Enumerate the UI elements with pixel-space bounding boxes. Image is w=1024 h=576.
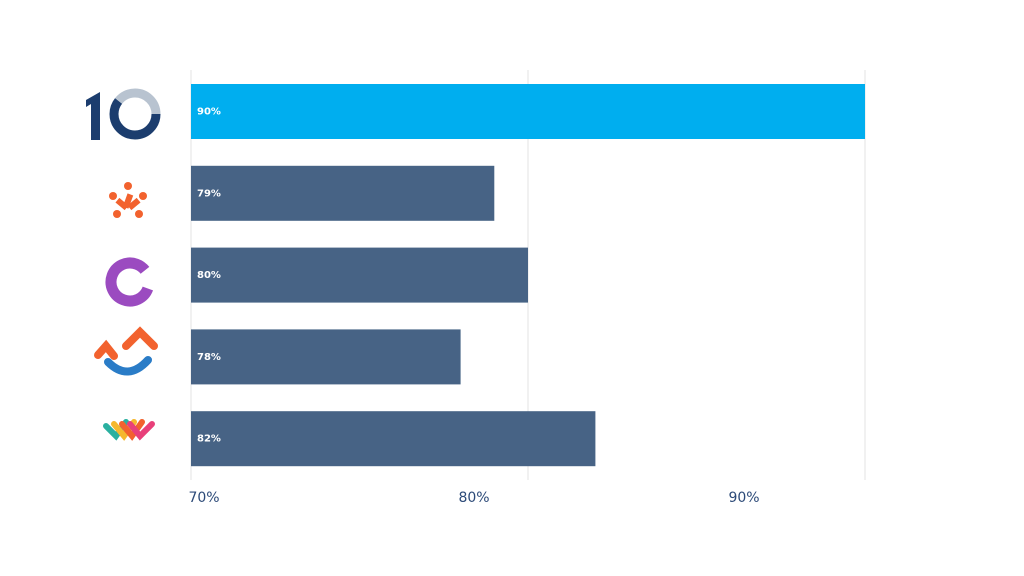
logo-4 [94,326,158,376]
value-label: 80% [197,270,221,281]
value-label: 78% [197,352,221,363]
value-label: 82% [197,434,221,445]
logo-2 [109,182,147,218]
x-tick-label: 90% [728,490,759,506]
logo-3 [105,257,155,307]
bar [191,165,495,221]
bar [191,84,865,139]
x-tick-label: 80% [458,490,489,506]
bar [191,329,461,385]
x-tick-label: 70% [188,490,219,506]
bar [191,411,596,467]
logos [86,88,161,441]
bar [191,247,528,303]
value-label: 79% [197,188,221,199]
logo-5 [103,419,155,441]
value-label: 90% [197,107,221,118]
logo-1 [86,88,161,140]
